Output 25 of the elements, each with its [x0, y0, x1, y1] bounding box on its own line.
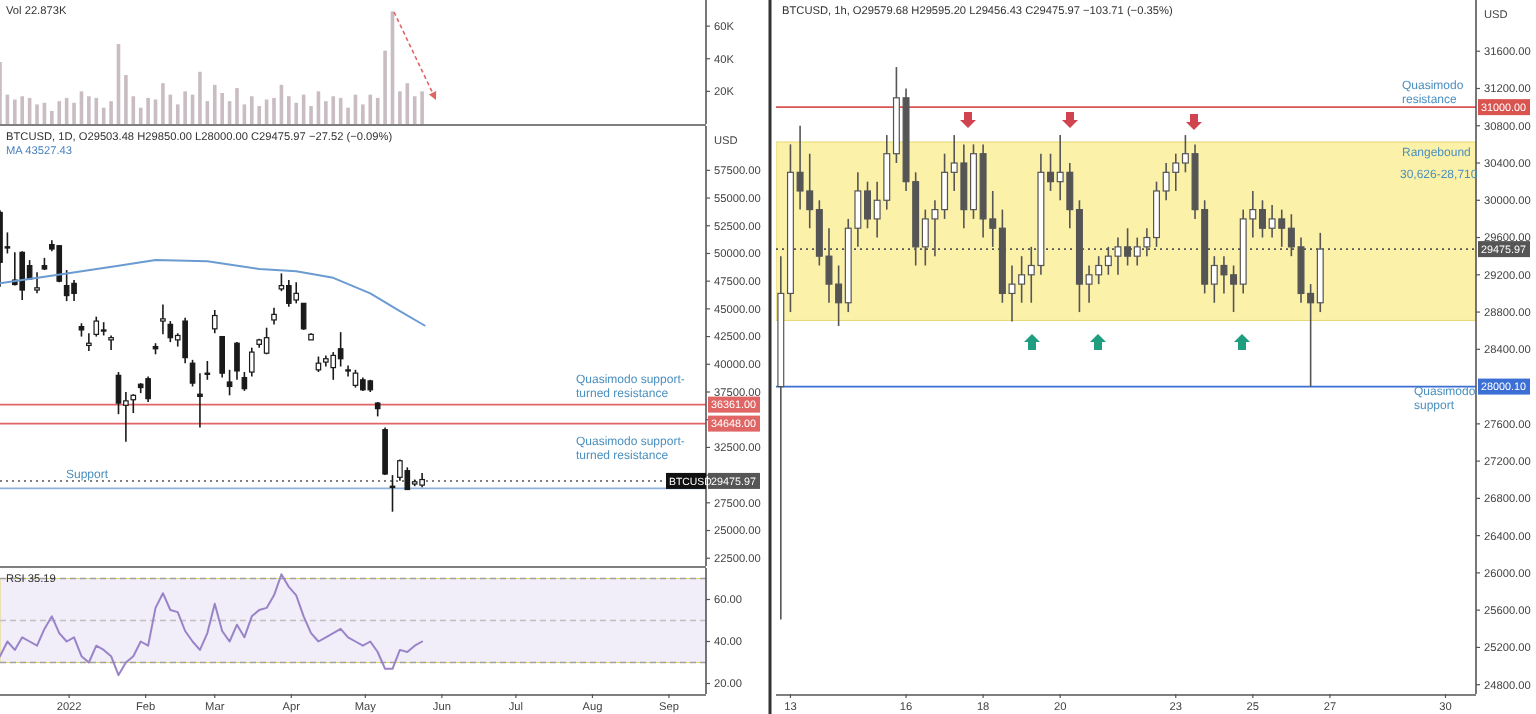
line-series: [0, 573, 424, 677]
candlestick: [182, 316, 188, 364]
candlestick: [71, 279, 77, 302]
candlestick: [211, 309, 218, 335]
line-series: [0, 259, 426, 327]
candlestick: [300, 302, 307, 331]
candlestick: [248, 346, 255, 378]
candlestick: [19, 250, 26, 301]
candlestick: [63, 269, 70, 302]
candlestick: [160, 303, 166, 336]
candlestick: [34, 271, 40, 295]
candlestick: [293, 281, 300, 305]
candlestick: [404, 466, 411, 491]
candlestick: [108, 334, 114, 351]
candlestick: [263, 326, 270, 356]
candlestick: [286, 279, 292, 308]
candlestick: [234, 341, 240, 381]
candlestick: [115, 371, 122, 415]
candlestick: [145, 375, 151, 403]
candlestick: [226, 369, 233, 397]
candlestick: [382, 426, 388, 476]
candlestick: [219, 335, 225, 379]
candlestick: [337, 331, 344, 368]
candlestick: [197, 372, 203, 429]
candlestick: [330, 351, 337, 381]
